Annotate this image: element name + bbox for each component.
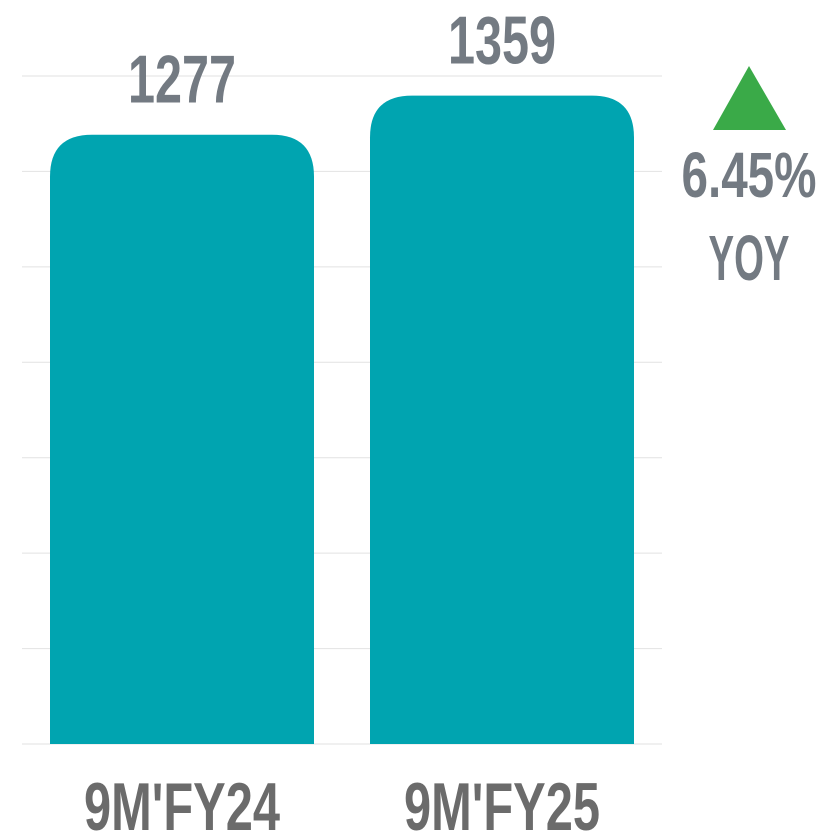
annotation: 6.45% xyxy=(682,139,817,211)
bar xyxy=(50,134,314,744)
bar xyxy=(370,95,634,744)
trend-arrow xyxy=(713,66,786,130)
value-label: 1359 xyxy=(448,3,556,79)
value-label: 1277 xyxy=(128,42,236,118)
annotation: YOY xyxy=(709,222,790,294)
x-tick-label: 9M'FY25 xyxy=(404,769,600,839)
x-tick-label: 9M'FY24 xyxy=(84,769,280,839)
